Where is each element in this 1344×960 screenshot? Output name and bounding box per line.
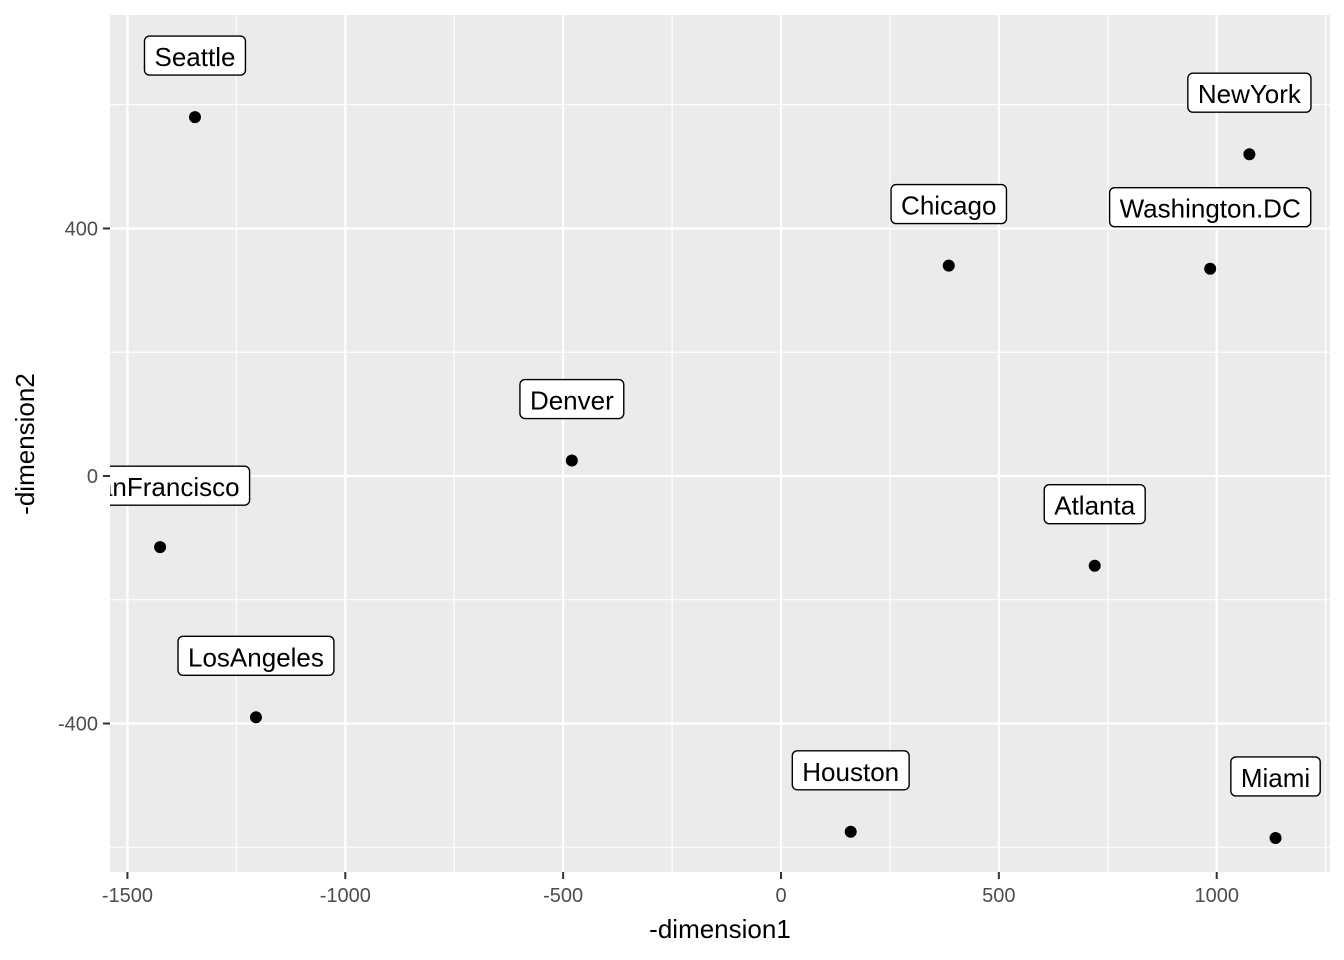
data-point <box>188 111 201 124</box>
point-label-text: Seattle <box>154 42 235 72</box>
data-point <box>942 259 955 272</box>
point-labels: Seattle NewYork Chicago Washington.DC Denver… <box>81 35 1321 797</box>
data-point <box>1243 148 1256 161</box>
x-tick-label: -1500 <box>102 885 153 907</box>
x-tick-label: -500 <box>543 885 583 907</box>
point-label-text: Atlanta <box>1054 491 1135 521</box>
y-tick-label: 0 <box>87 466 98 488</box>
point-label-text: Washington.DC <box>1120 194 1301 224</box>
point-label: Washington.DC <box>1108 186 1312 228</box>
data-point <box>1269 831 1282 844</box>
point-label: Atlanta <box>1043 484 1146 525</box>
point-label-box <box>890 183 1008 225</box>
point-label: Chicago <box>890 183 1008 225</box>
point-label: Denver <box>519 378 625 420</box>
point-label-text: Denver <box>530 386 614 416</box>
point-label-box <box>791 750 910 791</box>
point-label-box <box>177 635 335 677</box>
point-label-box <box>1043 484 1146 525</box>
data-point <box>844 825 857 838</box>
point-label: Houston <box>791 750 910 791</box>
x-tick-label: 0 <box>775 885 786 907</box>
point-label-box <box>143 35 247 76</box>
y-axis: -400 0 400 <box>58 218 110 735</box>
data-point <box>1204 262 1217 275</box>
major-gridlines <box>110 15 1330 872</box>
point-label: LosAngeles <box>177 635 335 677</box>
x-axis-title: -dimension1 <box>649 914 791 944</box>
point-label-text: Houston <box>802 757 899 787</box>
point-label-text: NewYork <box>1198 79 1302 109</box>
point-label-box <box>110 465 251 506</box>
point-label-text: LosAngeles <box>188 642 324 672</box>
y-tick-label: -400 <box>58 713 98 735</box>
x-tick-label: -1000 <box>320 885 371 907</box>
y-axis-title: -dimension2 <box>10 373 40 515</box>
point-label-box <box>1187 72 1312 113</box>
point-label: Seattle <box>143 35 247 76</box>
data-point <box>1088 559 1101 572</box>
point-label: SanFrancisco <box>81 465 251 506</box>
x-axis: -1500 -1000 -500 0 500 1000 <box>102 872 1239 907</box>
point-label-box <box>1230 756 1321 797</box>
data-points <box>154 111 1282 844</box>
point-label-text: SanFrancisco <box>81 472 240 502</box>
point-label: Miami <box>1230 756 1321 797</box>
x-tick-label: 1000 <box>1194 885 1239 907</box>
plot-panel <box>110 15 1330 872</box>
point-label: NewYork <box>1187 72 1312 113</box>
point-label-text: Chicago <box>901 191 996 221</box>
point-label-box <box>519 378 625 420</box>
point-label-box <box>1108 186 1312 228</box>
data-point <box>154 541 167 554</box>
x-tick-label: 500 <box>982 885 1015 907</box>
data-point <box>565 454 578 467</box>
minor-gridlines <box>110 15 1330 872</box>
y-tick-label: 400 <box>65 218 98 240</box>
data-point <box>249 711 262 724</box>
point-label-text: Miami <box>1241 763 1310 793</box>
